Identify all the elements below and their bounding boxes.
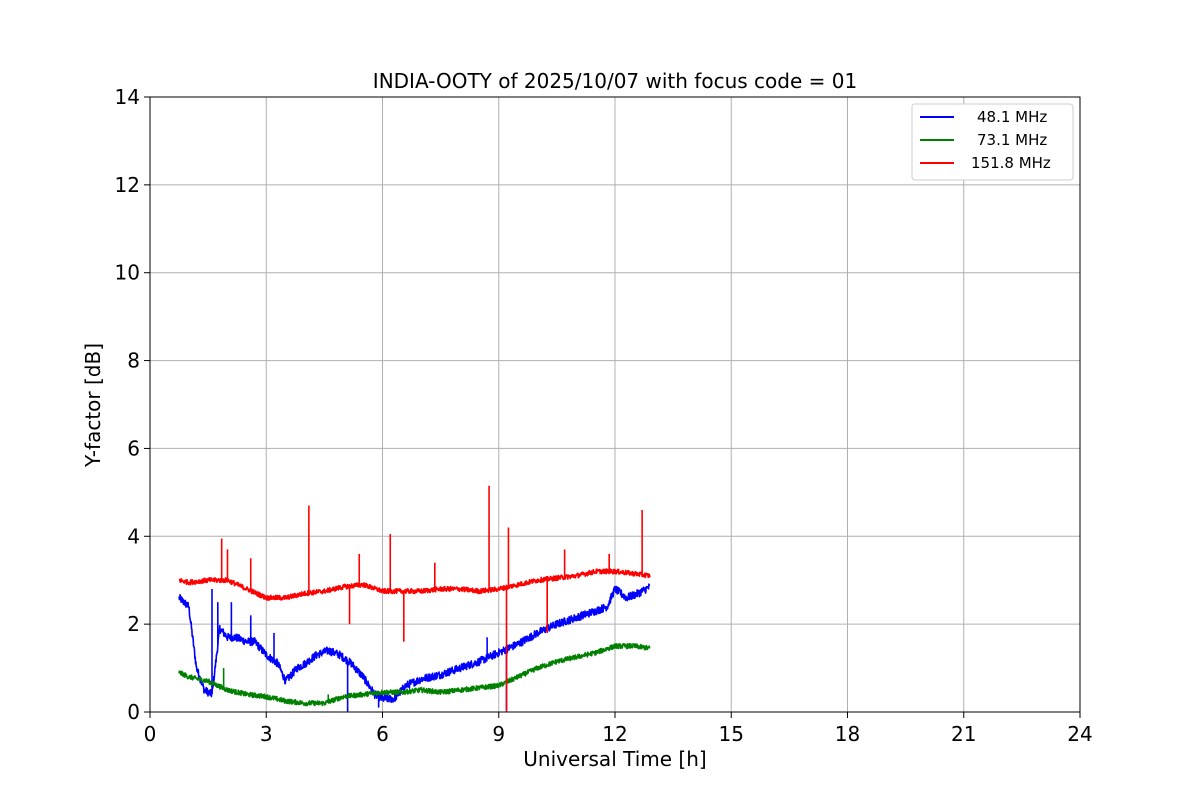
x-tick-label: 0 — [144, 722, 157, 746]
x-tick-label: 9 — [492, 722, 505, 746]
series-line-48-1-mhz — [178, 583, 651, 704]
y-tick-label: 0 — [127, 700, 140, 724]
y-axis-label: Y-factor [dB] — [81, 343, 105, 468]
x-axis-label: Universal Time [h] — [523, 747, 706, 771]
grid — [149, 96, 1081, 713]
x-tick-label: 18 — [835, 722, 860, 746]
y-tick-label: 2 — [127, 612, 140, 636]
x-tick-label: 15 — [719, 722, 744, 746]
y-tick-label: 12 — [115, 173, 140, 197]
legend-label-73mhz: 73.1 MHz — [977, 131, 1047, 149]
series-151-8-mhz — [178, 485, 651, 712]
x-tick-label: 12 — [602, 722, 627, 746]
y-tick-label: 8 — [127, 349, 140, 373]
y-tick-label: 4 — [127, 524, 140, 548]
legend-label-48mhz: 48.1 MHz — [977, 108, 1047, 126]
y-tick-label: 10 — [115, 261, 140, 285]
x-tick-label: 3 — [260, 722, 273, 746]
chart-title: INDIA-OOTY of 2025/10/07 with focus code… — [373, 69, 857, 93]
series-73-1-mhz — [178, 642, 651, 707]
x-tick-label: 6 — [376, 722, 389, 746]
legend-label-151mhz: 151.8 MHz — [971, 154, 1051, 172]
series-line-151-8-mhz — [178, 568, 651, 601]
series-line-73-1-mhz — [178, 642, 651, 707]
legend: 48.1 MHz 73.1 MHz 151.8 MHz — [911, 103, 1074, 181]
y-tick-label: 14 — [115, 85, 140, 109]
x-tick-label: 24 — [1067, 722, 1092, 746]
x-tick-label: 21 — [951, 722, 976, 746]
series-layer — [178, 485, 651, 712]
y-tick-label: 6 — [127, 436, 140, 460]
legend-box — [911, 103, 1074, 181]
